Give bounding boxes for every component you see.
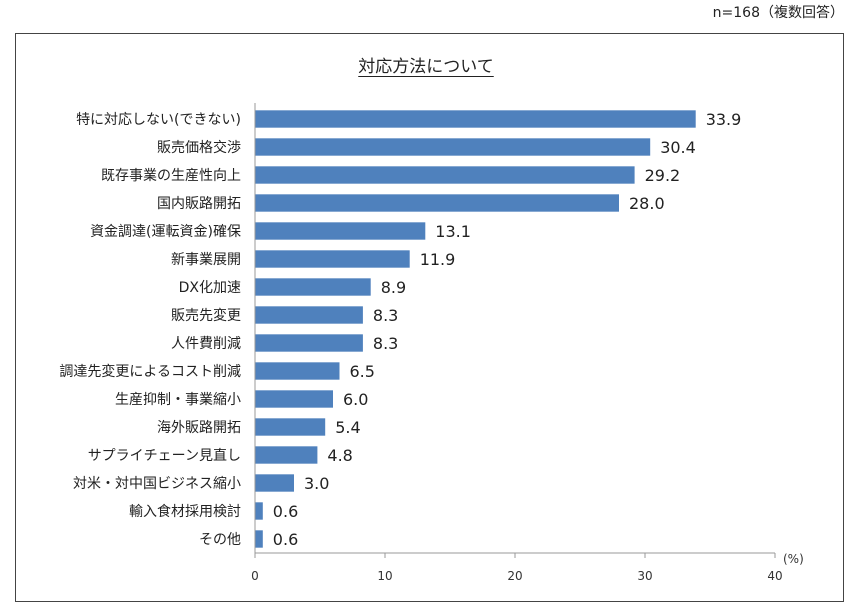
x-tick-label: 0 xyxy=(251,569,259,583)
category-label: DX化加速 xyxy=(179,280,241,296)
bar xyxy=(255,110,696,128)
bar xyxy=(255,222,426,240)
data-label: 11.9 xyxy=(420,250,456,269)
category-label: 輸入食材採用検討 xyxy=(129,503,241,520)
bar xyxy=(255,418,326,436)
category-label: 国内販路開拓 xyxy=(157,196,241,212)
category-label: サプライチェーン見直し xyxy=(88,447,241,464)
bar xyxy=(255,474,294,492)
bar xyxy=(255,390,333,408)
data-label: 30.4 xyxy=(660,138,696,157)
data-label: 6.5 xyxy=(350,362,375,381)
category-label: 海外販路開拓 xyxy=(157,420,241,436)
data-label: 0.6 xyxy=(273,530,298,549)
chart-frame xyxy=(15,33,844,602)
x-tick-label: 10 xyxy=(377,569,392,583)
x-tick-label: 20 xyxy=(507,569,522,583)
bar xyxy=(255,250,410,268)
bar xyxy=(255,502,263,520)
bar xyxy=(255,446,318,464)
category-label: 生産抑制・事業縮小 xyxy=(115,392,241,408)
data-label: 28.0 xyxy=(629,194,665,213)
category-label: 資金調達(運転資金)確保 xyxy=(90,224,241,240)
category-label: 既存事業の生産性向上 xyxy=(101,168,241,184)
data-label: 4.8 xyxy=(327,446,352,465)
data-label: 29.2 xyxy=(645,166,681,185)
bar xyxy=(255,166,635,184)
data-label: 13.1 xyxy=(435,222,471,241)
x-unit-label: (%) xyxy=(783,552,804,566)
data-label: 33.9 xyxy=(706,110,742,129)
category-label: 対米・対中国ビジネス縮小 xyxy=(73,476,241,492)
data-label: 3.0 xyxy=(304,474,329,493)
x-tick-label: 40 xyxy=(767,569,782,583)
data-label: 5.4 xyxy=(335,418,360,437)
bar xyxy=(255,138,651,156)
data-label: 0.6 xyxy=(273,502,298,521)
sample-size-note: n=168（複数回答） xyxy=(712,5,844,21)
data-label: 8.9 xyxy=(381,278,406,297)
bar xyxy=(255,530,263,548)
category-label: 人件費削減 xyxy=(171,335,241,352)
data-label: 6.0 xyxy=(343,390,368,409)
category-label: 特に対応しない(できない) xyxy=(76,112,241,128)
category-label: 販売価格交渉 xyxy=(157,139,241,156)
category-label: その他 xyxy=(199,532,241,548)
chart-title: 対応方法について xyxy=(358,57,494,77)
bar xyxy=(255,362,340,380)
category-label: 新事業展開 xyxy=(171,252,241,268)
data-label: 8.3 xyxy=(373,306,398,325)
bar xyxy=(255,334,363,352)
bar xyxy=(255,194,619,212)
category-label: 調達先変更によるコスト削減 xyxy=(59,363,241,380)
category-label: 販売先変更 xyxy=(171,307,241,324)
bar xyxy=(255,278,371,296)
data-label: 8.3 xyxy=(373,334,398,353)
bar xyxy=(255,306,363,324)
x-tick-label: 30 xyxy=(637,569,652,583)
